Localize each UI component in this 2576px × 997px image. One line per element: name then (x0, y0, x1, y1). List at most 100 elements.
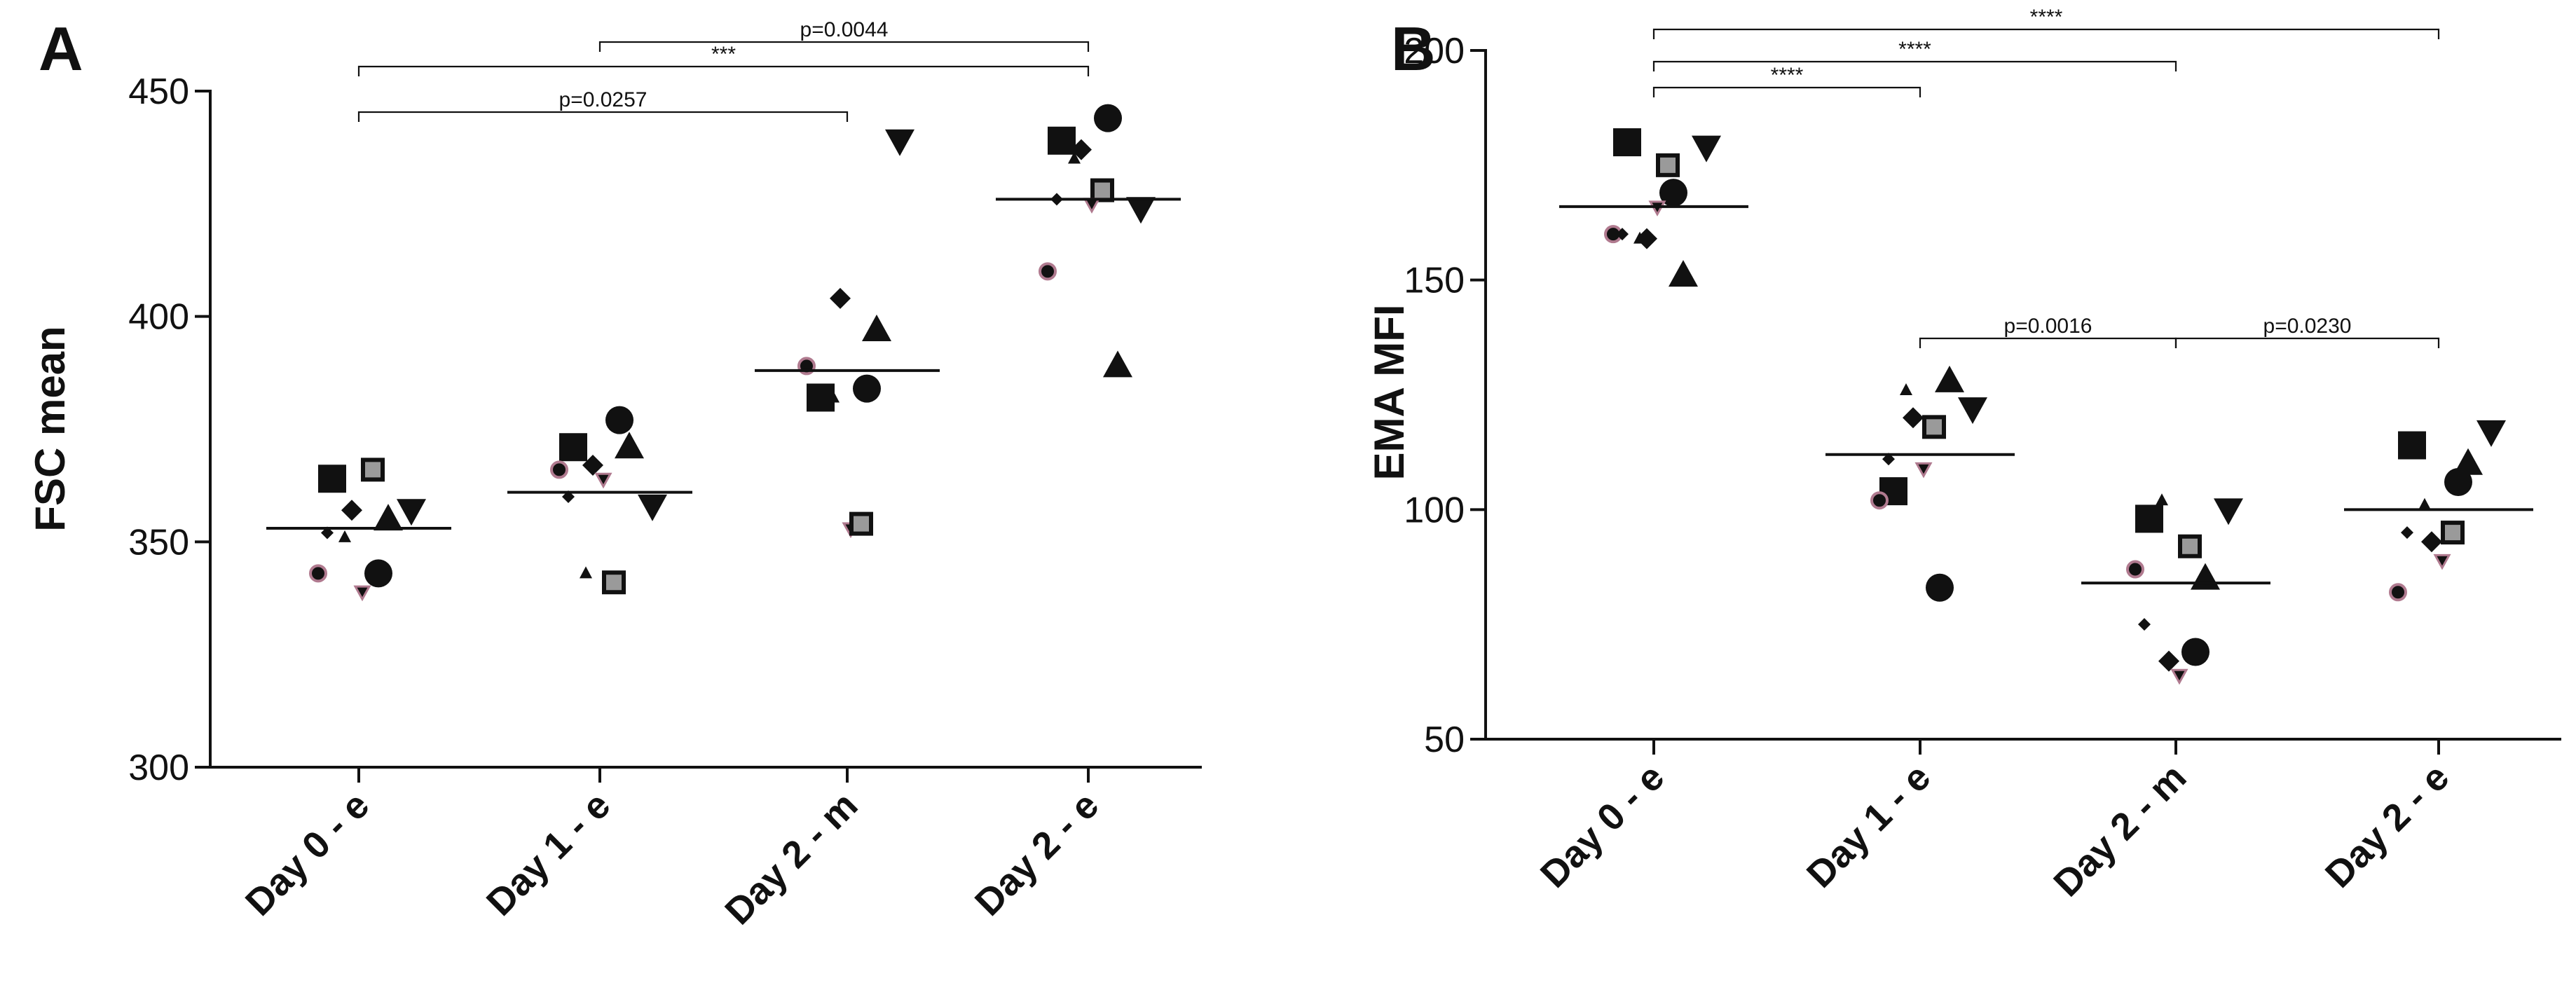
significance-bracket: **** (1652, 64, 1921, 97)
bracket-label: p=0.0230 (2263, 315, 2352, 338)
bracket-line (357, 111, 849, 122)
data-point (2418, 497, 2431, 510)
bracket-line (2174, 337, 2440, 348)
point-group (1039, 104, 1156, 378)
data-point (1656, 153, 1680, 177)
data-point (361, 458, 385, 482)
y-tick-label: 100 (1404, 490, 1465, 530)
panel-b: B EMA MFI 50 100 150 200 Day 0 - e Day 1 - e Day… (1366, 6, 2561, 905)
significance-bracket: p=0.0044 (598, 18, 1090, 52)
bracket-label: **** (1898, 38, 1931, 61)
significance-bracket: p=0.0257 (357, 88, 849, 122)
data-point (2181, 638, 2210, 666)
data-point (318, 465, 346, 493)
data-point (2389, 583, 2407, 602)
data-point (2398, 431, 2426, 460)
data-point (2453, 448, 2483, 475)
data-point (1039, 262, 1057, 281)
bracket-label: **** (1771, 64, 1804, 87)
y-tick-label: 450 (128, 71, 189, 112)
data-point (1914, 462, 1933, 479)
data-point (2156, 493, 2168, 506)
data-point (2433, 553, 2451, 570)
x-tick-label: Day 2 - m (717, 784, 865, 933)
point-group (550, 406, 667, 595)
data-point (341, 500, 362, 521)
data-point (309, 564, 327, 583)
data-point (1900, 383, 1912, 395)
data-point (2421, 531, 2442, 553)
data-point (1094, 104, 1122, 132)
data-point (827, 390, 840, 403)
data-point (1882, 453, 1895, 466)
significance-bracket: *** (357, 43, 1090, 76)
point-group (2126, 493, 2243, 685)
data-point (1083, 198, 1101, 214)
data-point (338, 530, 351, 542)
x-tick-label: Day 2 - e (967, 784, 1107, 923)
data-point (602, 570, 626, 595)
data-point (605, 406, 633, 434)
data-point (853, 374, 881, 403)
x-tick-label: Day 1 - e (1799, 756, 1938, 895)
data-point (862, 314, 891, 341)
data-point (2476, 420, 2506, 447)
y-axis-title: EMA MFI (1366, 304, 1413, 480)
x-tick-label: Day 1 - e (479, 784, 618, 923)
bracket-line (1919, 337, 2177, 348)
x-tick-label: Day 0 - e (1533, 756, 1672, 895)
data-point (559, 433, 587, 462)
data-point (2444, 468, 2472, 497)
point-group (1870, 365, 1987, 602)
data-point (1090, 178, 1114, 202)
panel-label: B (1391, 14, 1436, 83)
data-point (353, 585, 371, 602)
data-point (364, 559, 392, 588)
data-point (1126, 197, 1156, 224)
data-point (550, 460, 568, 479)
data-point (2178, 534, 2202, 558)
data-point (615, 432, 644, 459)
bracket-label: p=0.0044 (800, 18, 889, 41)
data-point (2158, 650, 2179, 672)
data-point (849, 511, 873, 536)
data-point (1103, 350, 1132, 378)
data-point (1922, 415, 1946, 439)
panel-label: A (39, 14, 83, 83)
data-point (638, 494, 667, 521)
x-tick-label: Day 2 - e (2317, 756, 2457, 895)
y-axis-title: FSC mean (27, 326, 74, 531)
y-tick-label: 150 (1404, 261, 1465, 301)
data-point (594, 472, 612, 489)
data-point (2170, 668, 2188, 685)
data-point (1692, 135, 1721, 163)
significance-bracket: **** (1652, 6, 2440, 39)
bracket-line (357, 65, 1090, 76)
data-point (2401, 526, 2413, 539)
data-point (2214, 498, 2243, 525)
y-tick-label: 300 (128, 748, 189, 788)
bracket-label: p=0.0257 (559, 88, 648, 111)
data-point (580, 566, 592, 579)
data-point (1926, 573, 1954, 602)
x-tick-label: Day 2 - m (2046, 756, 2194, 905)
point-group (2389, 420, 2506, 602)
data-point (1071, 139, 1092, 160)
data-point (885, 129, 914, 156)
data-point (1068, 151, 1081, 164)
y-tick-label: 200 (1404, 31, 1465, 71)
y-tick-label: 350 (128, 522, 189, 563)
data-point (2191, 563, 2220, 590)
data-point (1636, 228, 1657, 249)
data-point (1935, 365, 1964, 392)
bracket-label: *** (711, 43, 736, 66)
data-point (397, 499, 426, 526)
data-point (1616, 228, 1629, 241)
data-point (1958, 397, 1987, 425)
data-point (582, 454, 603, 476)
data-point (2138, 618, 2151, 631)
y-tick-label: 50 (1424, 720, 1465, 760)
data-point (1669, 260, 1698, 287)
data-point (1048, 126, 1076, 155)
